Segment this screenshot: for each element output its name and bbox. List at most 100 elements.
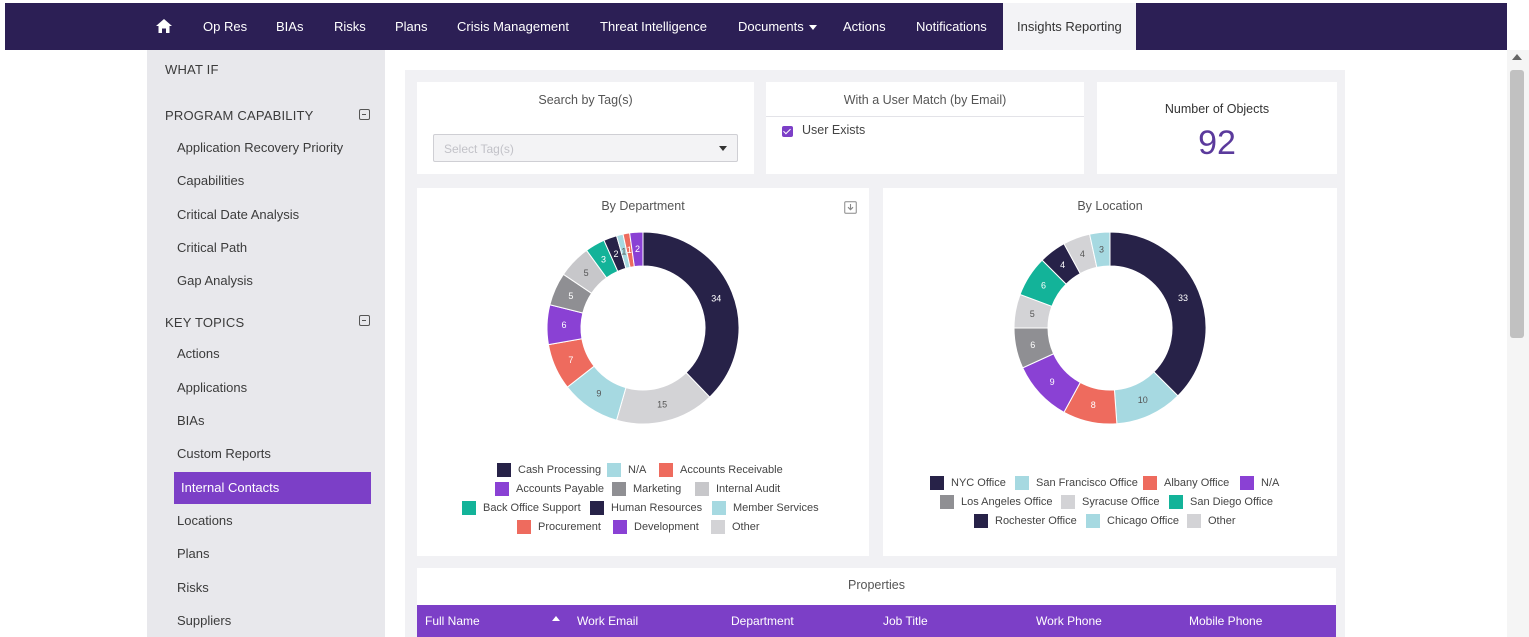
legend-label: Back Office Support [483, 502, 581, 514]
sidebar-item-critical-path[interactable]: Critical Path [177, 240, 248, 255]
tag-search-title: Search by Tag(s) [538, 93, 633, 107]
sidebar-item-applications[interactable]: Applications [177, 380, 248, 395]
slice-value-label: 4 [1080, 249, 1085, 259]
sidebar-item-internal-contacts[interactable]: Internal Contacts [174, 472, 371, 504]
legend-label: Cash Processing [518, 464, 602, 476]
slice-development[interactable] [629, 231, 644, 268]
slice-nyc-office[interactable] [1109, 231, 1207, 397]
nav-documents-label: Documents [738, 19, 804, 34]
user-exists-label: User Exists [802, 123, 866, 137]
slice-value-label: 5 [1030, 309, 1035, 319]
sidebar-item-application-recovery-priority[interactable]: Application Recovery Priority [177, 140, 344, 155]
sidebar-heading-program-capability: PROGRAM CAPABILITY [165, 108, 314, 123]
legend-swatch [930, 476, 944, 490]
collapse-icon[interactable] [359, 315, 370, 326]
slice-value-label: 15 [657, 400, 667, 410]
nav-insights-reporting[interactable]: Insights Reporting [1003, 3, 1136, 50]
legend-label: Albany Office [1164, 477, 1230, 489]
sidebar: WHAT IF PROGRAM CAPABILITY Application R… [147, 50, 385, 637]
legend-label: San Francisco Office [1036, 477, 1138, 489]
legend-label: Procurement [538, 521, 601, 533]
collapse-icon[interactable] [359, 109, 370, 120]
report-content: Search by Tag(s) Select Tag(s) With a Us… [405, 70, 1345, 637]
legend-label: Development [634, 521, 699, 533]
slice-value-label: 5 [584, 268, 589, 278]
nav-actions[interactable]: Actions [843, 19, 886, 34]
caret-down-icon [809, 24, 818, 30]
sidebar-item-gap-analysis[interactable]: Gap Analysis [177, 273, 253, 288]
legend-swatch [712, 501, 726, 515]
legend-label: N/A [628, 464, 647, 476]
legend-swatch [974, 514, 988, 528]
sidebar-item-critical-date-analysis[interactable]: Critical Date Analysis [177, 207, 300, 222]
legend-label: Human Resources [611, 502, 703, 514]
sidebar-item-capabilities[interactable]: Capabilities [177, 173, 245, 188]
column-full-name[interactable]: Full Name [425, 614, 480, 628]
scroll-thumb[interactable] [1510, 70, 1524, 338]
sidebar-item-locations[interactable]: Locations [177, 513, 233, 528]
tag-search-card: Search by Tag(s) Select Tag(s) [417, 82, 754, 174]
scroll-up-icon[interactable] [1512, 54, 1522, 60]
user-match-card: With a User Match (by Email) User Exists [766, 82, 1084, 174]
sort-asc-icon[interactable] [552, 616, 560, 622]
location-chart-card: By Location 33 10 8 9 6 5 6 4 4 3 NYC Office San F… [883, 188, 1337, 556]
chart-title: By Department [601, 199, 685, 213]
slice-value-label: 1 [621, 246, 626, 256]
legend-swatch [659, 463, 673, 477]
nav-plans[interactable]: Plans [395, 19, 428, 34]
home-icon[interactable] [155, 17, 173, 35]
slice-value-label: 8 [1091, 400, 1096, 410]
legend-label: Syracuse Office [1082, 496, 1160, 508]
column-department[interactable]: Department [731, 614, 794, 628]
user-exists-checkbox[interactable] [782, 126, 793, 137]
page-scrollbar[interactable] [1507, 50, 1529, 637]
legend-label: Los Angeles Office [961, 496, 1053, 508]
slice-value-label: 2 [635, 244, 640, 254]
slice-value-label: 2 [613, 249, 618, 259]
object-count-value: 92 [1198, 124, 1236, 162]
sidebar-item-bias[interactable]: BIAs [177, 413, 205, 428]
legend-swatch [613, 520, 627, 534]
sidebar-item-custom-reports[interactable]: Custom Reports [177, 446, 271, 461]
slice-cash-processing[interactable] [642, 231, 740, 398]
nav-risks[interactable]: Risks [334, 19, 366, 34]
legend-label: N/A [1261, 477, 1280, 489]
slice-value-label: 5 [568, 291, 573, 301]
nav-notifications[interactable]: Notifications [916, 19, 987, 34]
legend-swatch [607, 463, 621, 477]
legend-label: Other [732, 521, 760, 533]
sidebar-item-suppliers[interactable]: Suppliers [177, 613, 232, 628]
column-work-phone[interactable]: Work Phone [1036, 614, 1102, 628]
nav-threat-intelligence[interactable]: Threat Intelligence [600, 19, 707, 34]
tag-select[interactable]: Select Tag(s) [433, 134, 738, 162]
nav-bias[interactable]: BIAs [276, 19, 304, 34]
column-job-title[interactable]: Job Title [883, 614, 928, 628]
column-work-email[interactable]: Work Email [577, 614, 639, 628]
legend-swatch [1169, 495, 1183, 509]
column-mobile-phone[interactable]: Mobile Phone [1189, 614, 1263, 628]
slice-chicago-office[interactable] [1088, 231, 1111, 269]
slice-value-label: 34 [711, 293, 721, 303]
slice-value-label: 3 [1099, 244, 1104, 254]
legend-label: Accounts Payable [516, 483, 605, 495]
sidebar-heading-what-if[interactable]: WHAT IF [165, 62, 219, 77]
caret-down-icon [719, 146, 727, 151]
properties-title: Properties [848, 578, 905, 592]
legend-label: Internal Audit [716, 483, 781, 495]
nav-crisis-management[interactable]: Crisis Management [457, 19, 569, 34]
sidebar-heading-key-topics: KEY TOPICS [165, 315, 245, 330]
legend-swatch [1015, 476, 1029, 490]
nav-op-res[interactable]: Op Res [203, 19, 248, 34]
slice-value-label: 6 [1041, 280, 1046, 290]
legend-swatch [1187, 514, 1201, 528]
sidebar-item-risks[interactable]: Risks [177, 580, 209, 595]
download-icon[interactable] [844, 201, 857, 214]
legend-label: Accounts Receivable [680, 464, 783, 476]
legend-label: NYC Office [951, 477, 1006, 489]
slice-value-label: 9 [1050, 377, 1055, 387]
legend-swatch [940, 495, 954, 509]
tag-select-placeholder: Select Tag(s) [444, 142, 514, 156]
nav-documents[interactable]: Documents [738, 3, 818, 50]
sidebar-item-actions[interactable]: Actions [177, 346, 220, 361]
sidebar-item-plans[interactable]: Plans [177, 546, 210, 561]
